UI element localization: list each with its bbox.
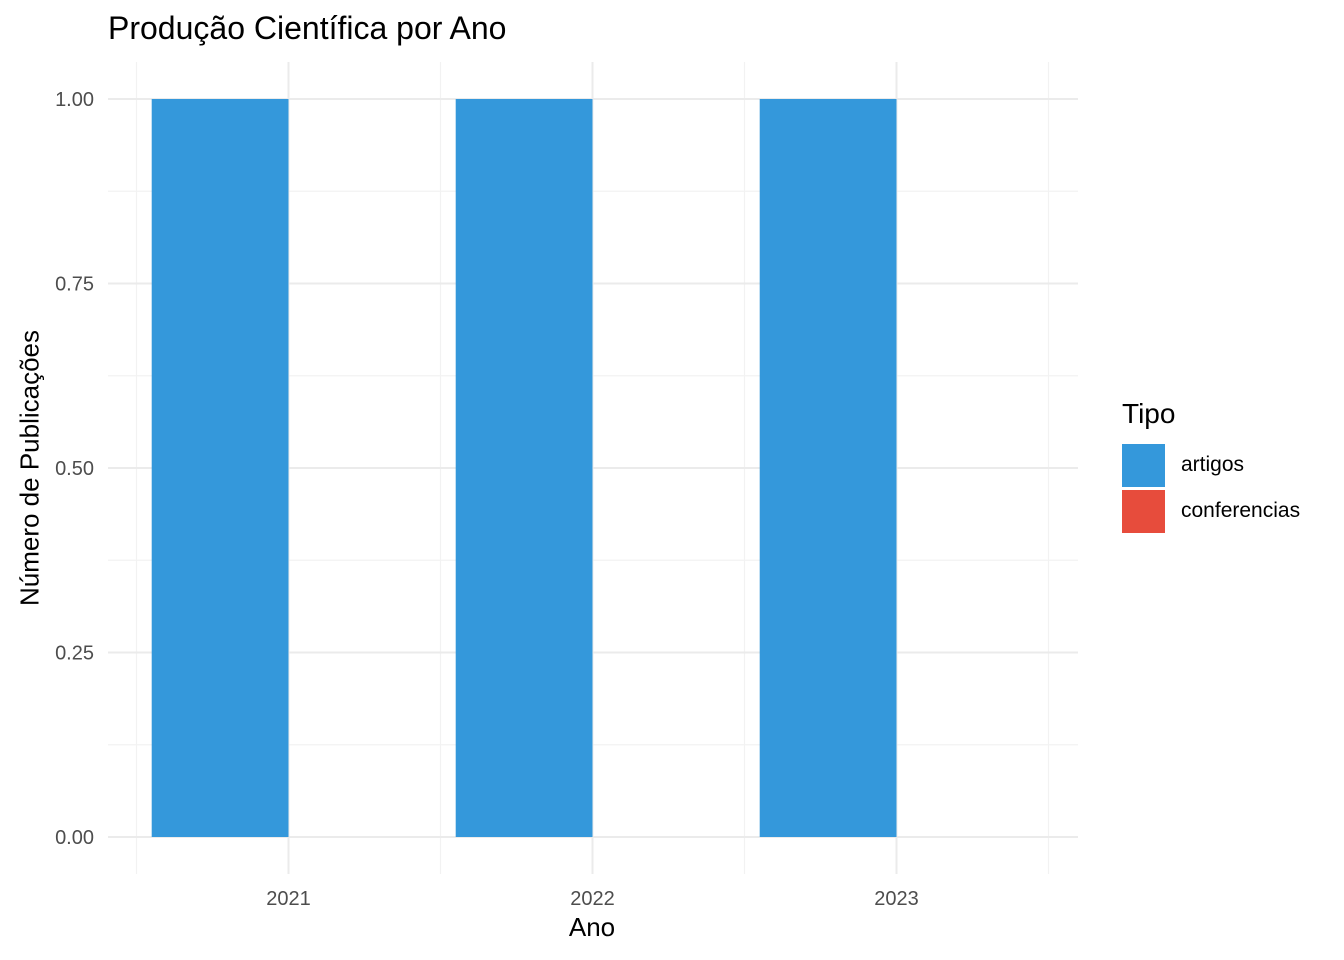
y-tick-label: 0.25	[55, 643, 94, 665]
x-axis-ticks: 2021 2022 2023	[266, 888, 919, 910]
legend: Tipo artigos conferencias	[1122, 398, 1300, 534]
bar-artigos-2022	[455, 99, 593, 837]
y-axis-label: Número de Publicações	[14, 329, 45, 607]
legend-item-conferencias: conferencias	[1122, 488, 1300, 534]
x-tick-label: 2023	[874, 888, 919, 910]
x-tick-label: 2022	[570, 888, 615, 910]
x-axis-label: Ano	[568, 912, 616, 942]
bar-artigos-2023	[759, 99, 897, 837]
legend-label-conferencias: conferencias	[1181, 499, 1301, 522]
legend-key-conferencias	[1122, 489, 1165, 533]
legend-title: Tipo	[1122, 398, 1176, 429]
y-tick-label: 0.50	[55, 458, 94, 480]
y-tick-label: 1.00	[55, 89, 94, 111]
legend-item-artigos: artigos	[1122, 442, 1300, 488]
y-tick-label: 0.00	[55, 827, 94, 849]
chart-title: Produção Científica por Ano	[108, 10, 507, 46]
legend-label-artigos: artigos	[1181, 453, 1245, 476]
y-tick-label: 0.75	[55, 274, 94, 296]
x-tick-label: 2021	[266, 888, 311, 910]
bars	[151, 99, 897, 837]
legend-key-artigos	[1122, 443, 1165, 487]
bar-artigos-2021	[151, 99, 289, 837]
y-axis-ticks: 0.00 0.25 0.50 0.75 1.00	[55, 89, 94, 849]
